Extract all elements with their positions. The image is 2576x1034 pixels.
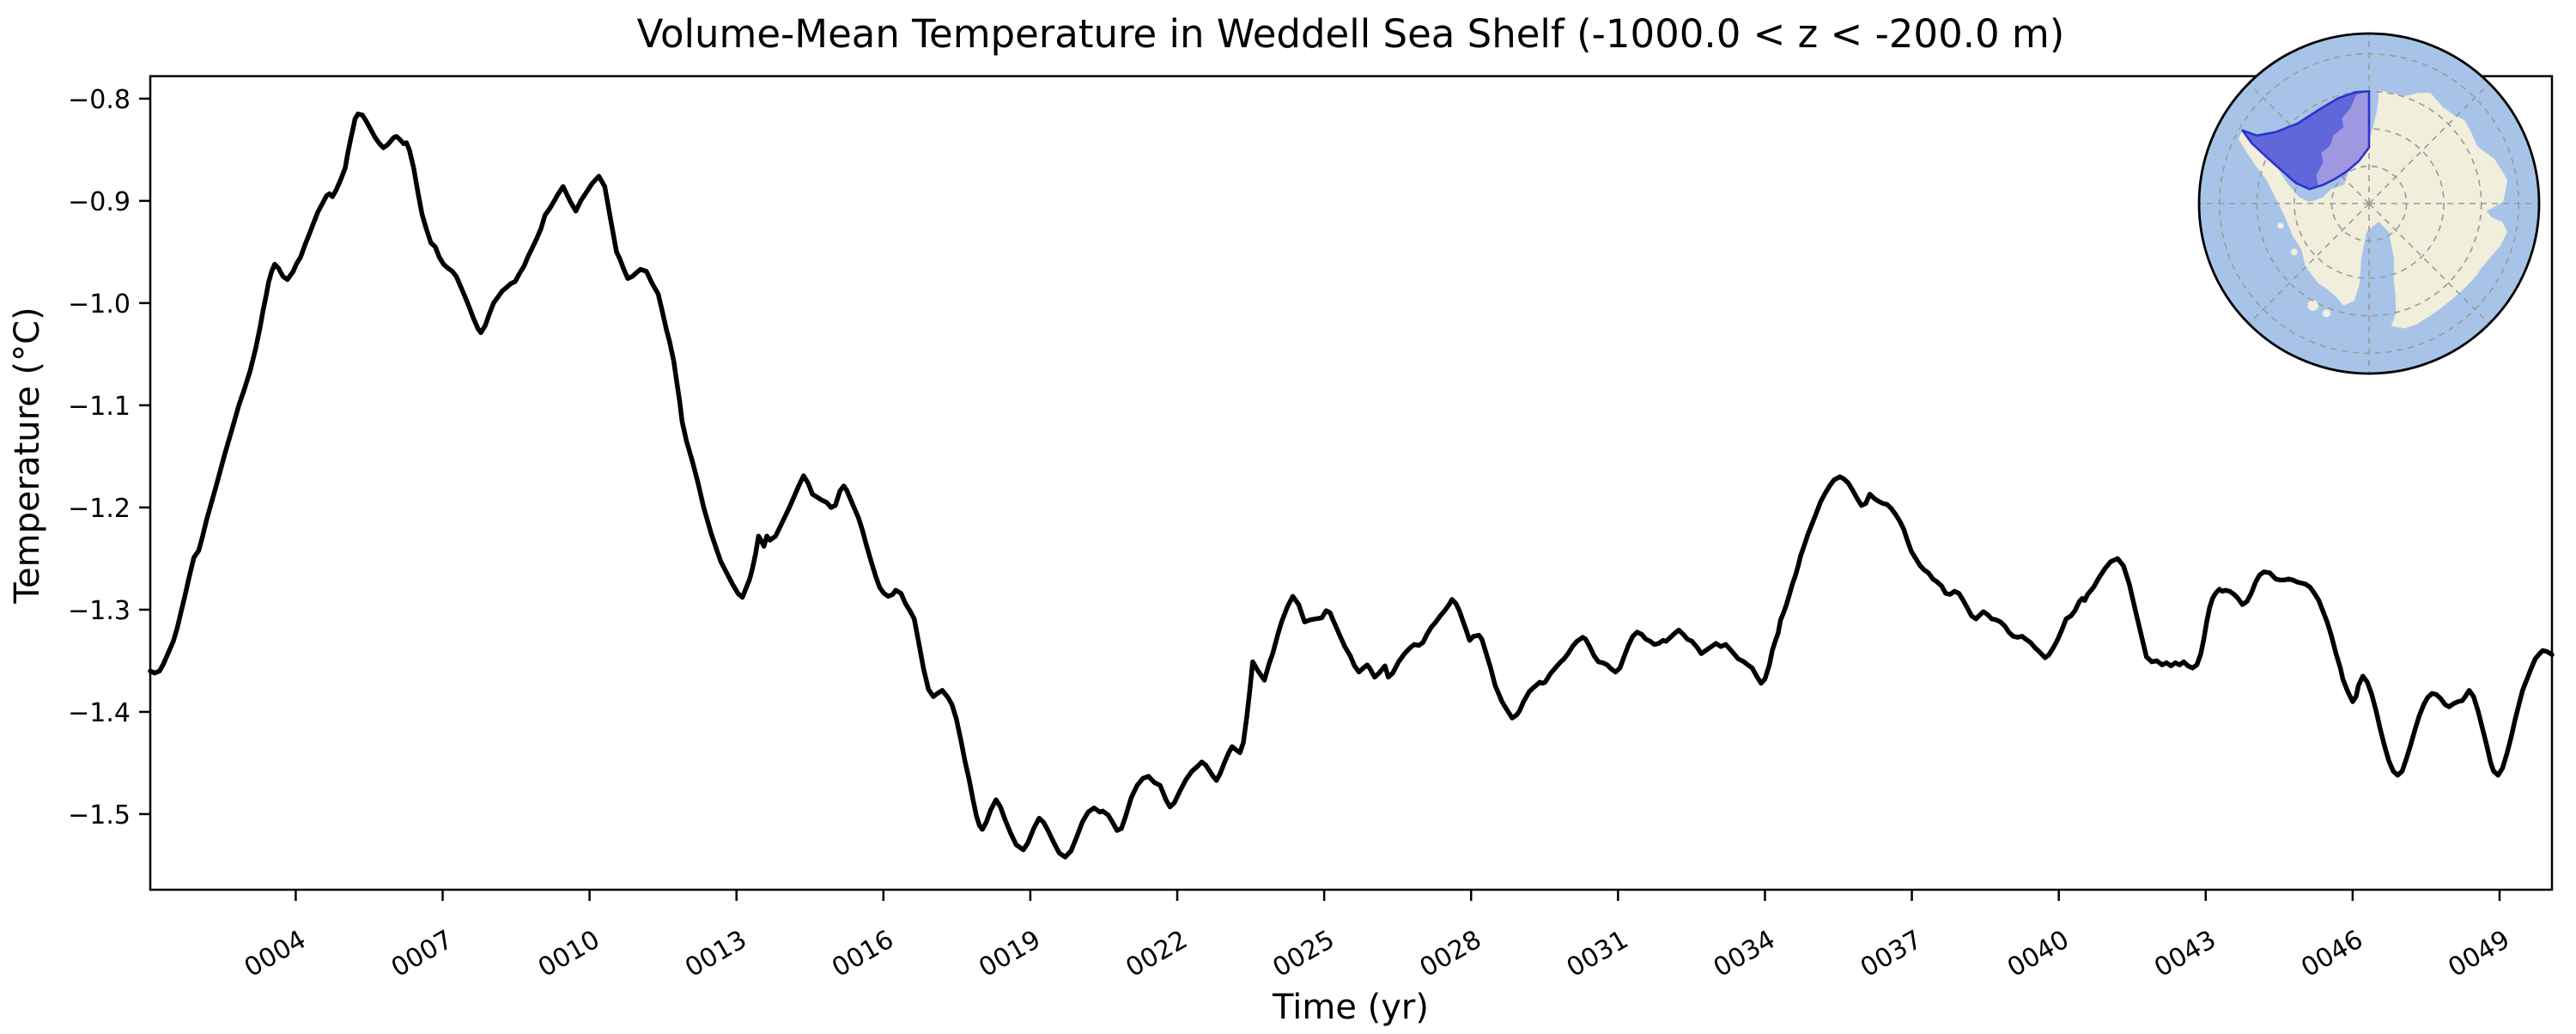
x-tick-label: 0040 [2002, 925, 2075, 983]
y-tick-label: −1.2 [68, 494, 131, 524]
inset-island [2322, 308, 2331, 318]
x-tick-label: 0013 [680, 925, 752, 983]
x-tick-label: 0046 [2296, 925, 2368, 983]
plot-border [149, 75, 2554, 891]
inset-land [2238, 89, 2507, 329]
y-tick-label: −0.9 [68, 187, 131, 217]
inset-border [2197, 32, 2541, 375]
x-tick-label: 0022 [1121, 925, 1193, 983]
x-tick-label: 0004 [240, 925, 312, 983]
x-tick-label: 0025 [1268, 925, 1340, 983]
y-axis-label: Temperature (°C) [8, 307, 47, 604]
x-axis-ticks: 0004 0007 0010 0013 0016 0019 0022 0025 0028 0031… [240, 890, 2515, 983]
x-tick-label: 0016 [827, 925, 899, 983]
antarctica-inset-map [2197, 32, 2541, 375]
y-tick-label: −0.8 [68, 85, 131, 115]
x-tick-label: 0031 [1562, 925, 1634, 983]
x-tick-label: 0034 [1709, 925, 1781, 983]
x-tick-label: 0028 [1415, 925, 1487, 983]
y-tick-label: −1.5 [68, 800, 131, 830]
y-tick-label: −1.1 [68, 392, 131, 422]
chart-title: Volume-Mean Temperature in Weddell Sea S… [637, 11, 2065, 57]
y-tick-label: −1.3 [68, 596, 131, 626]
temperature-line [148, 111, 2555, 860]
y-tick-label: −1.0 [68, 289, 131, 319]
x-tick-label: 0019 [974, 925, 1046, 983]
inset-island [2307, 300, 2318, 312]
inset-island [2290, 248, 2298, 256]
weddell-region-outline [2241, 90, 2371, 191]
y-axis-ticks: −0.8 −0.9 −1.0 −1.1 −1.2 −1.3 −1.4 −1.5 [68, 85, 150, 830]
x-tick-label: 0010 [533, 925, 605, 983]
x-tick-label: 0007 [386, 925, 459, 983]
inset-island [2277, 222, 2284, 229]
x-tick-label: 0037 [1856, 925, 1928, 983]
y-tick-label: −1.4 [68, 698, 131, 728]
x-tick-label: 0049 [2443, 925, 2515, 983]
x-tick-label: 0043 [2149, 925, 2221, 983]
x-axis-label: Time (yr) [1272, 988, 1429, 1027]
